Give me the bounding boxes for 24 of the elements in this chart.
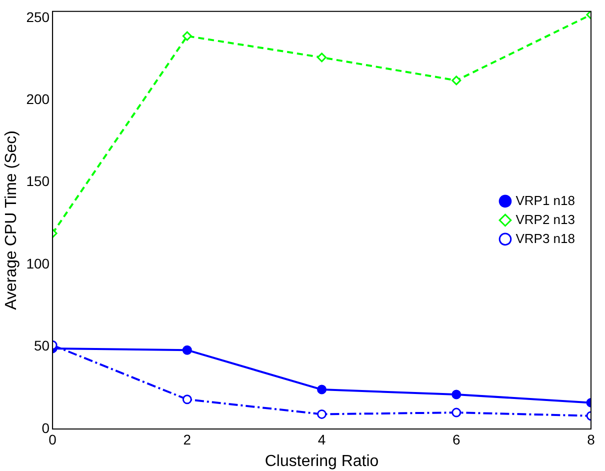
legend-label: VRP1 n18 xyxy=(516,192,576,208)
point xyxy=(182,31,192,41)
point xyxy=(317,384,327,394)
y-tick-label: 100 xyxy=(26,255,50,272)
y-tick-label: 50 xyxy=(34,338,50,354)
y-axis-title: Average CPU Time (Sec) xyxy=(3,130,20,310)
point xyxy=(452,76,462,86)
x-axis-title: Clustering Ratio xyxy=(264,452,379,470)
y-tick-label: 200 xyxy=(26,91,50,108)
point xyxy=(452,408,462,418)
point xyxy=(317,409,327,419)
point xyxy=(317,52,327,62)
x-tick-label: 4 xyxy=(318,431,326,448)
point xyxy=(182,345,192,355)
point xyxy=(182,394,192,404)
x-tick-label: 8 xyxy=(587,431,596,448)
y-tick-label: 250 xyxy=(26,8,50,25)
legend-label: VRP2 n13 xyxy=(516,212,576,227)
y-tick-label: 0 xyxy=(42,420,50,436)
x-tick-label: 2 xyxy=(183,431,192,448)
x-tick-label: 6 xyxy=(452,431,460,448)
y-tick-label: 150 xyxy=(26,173,50,190)
point xyxy=(452,390,462,400)
legend-label: VRP3 n18 xyxy=(516,230,576,246)
